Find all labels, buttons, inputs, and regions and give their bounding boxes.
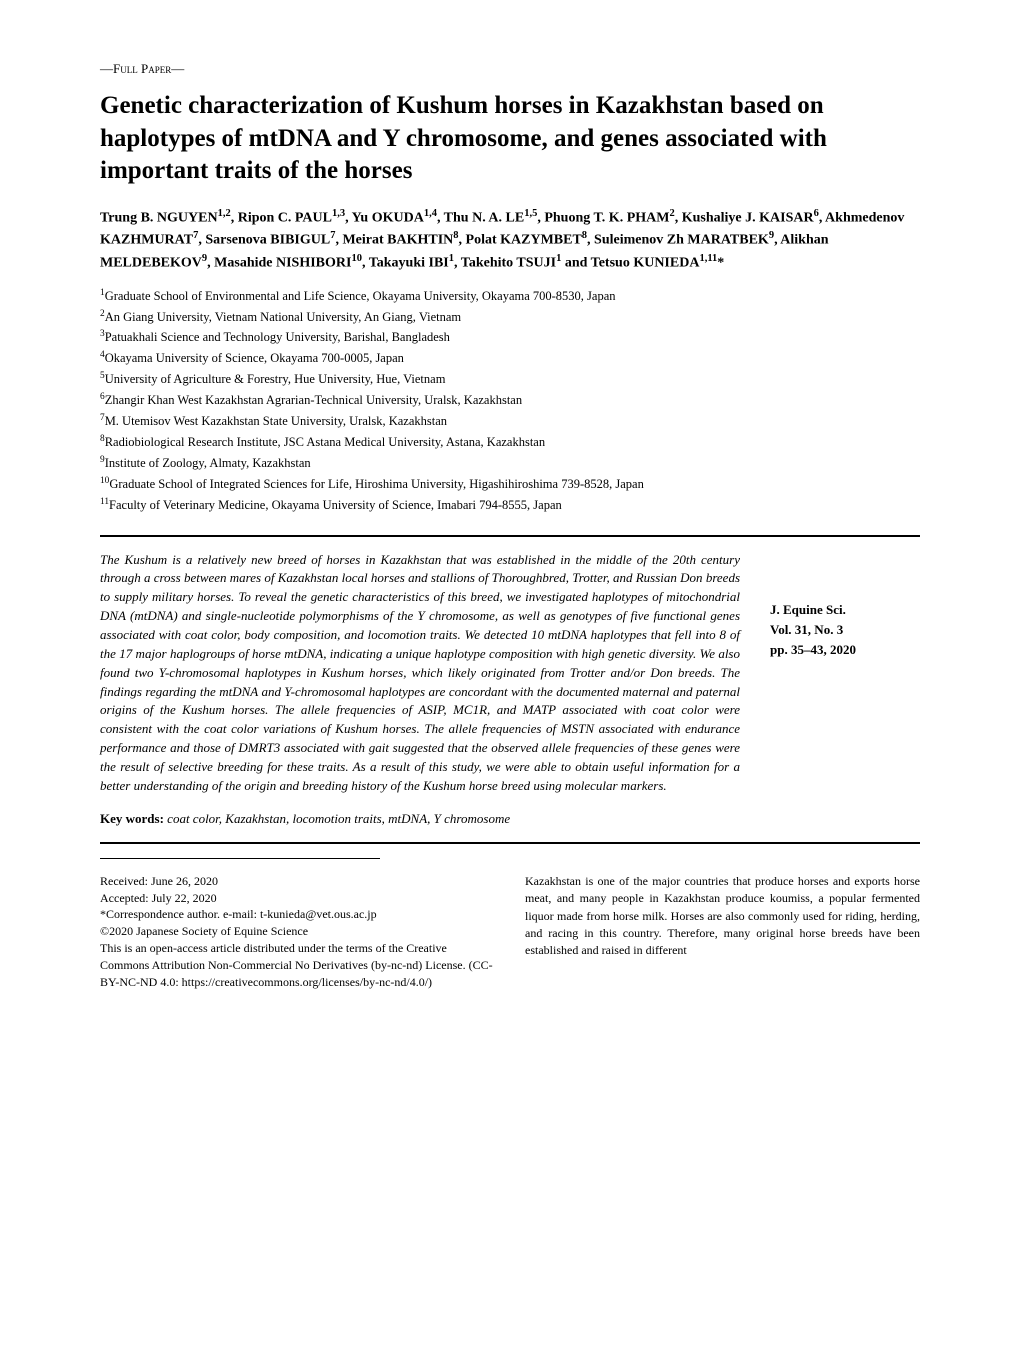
- abstract-text: The Kushum is a relatively new breed of …: [100, 551, 740, 796]
- journal-pages: pp. 35–43, 2020: [770, 641, 920, 659]
- journal-info-box: J. Equine Sci. Vol. 31, No. 3 pp. 35–43,…: [770, 551, 920, 796]
- affiliation-item: 6Zhangir Khan West Kazakhstan Agrarian-T…: [100, 390, 920, 410]
- affiliation-item: 8Radiobiological Research Institute, JSC…: [100, 432, 920, 452]
- footer-metadata: Received: June 26, 2020 Accepted: July 2…: [100, 873, 495, 991]
- author-list: Trung B. NGUYEN1,2, Ripon C. PAUL1,3, Yu…: [100, 206, 920, 274]
- correspondence-line: *Correspondence author. e-mail: t-kunied…: [100, 906, 495, 923]
- divider-top: [100, 535, 920, 537]
- footer-section: Received: June 26, 2020 Accepted: July 2…: [100, 873, 920, 991]
- affiliation-item: 9Institute of Zoology, Almaty, Kazakhsta…: [100, 453, 920, 473]
- keywords-text: coat color, Kazakhstan, locomotion trait…: [167, 811, 510, 826]
- received-date: Received: June 26, 2020: [100, 873, 495, 890]
- affiliation-item: 1Graduate School of Environmental and Li…: [100, 286, 920, 306]
- affiliations-list: 1Graduate School of Environmental and Li…: [100, 286, 920, 515]
- license-text: This is an open-access article distribut…: [100, 940, 495, 990]
- keywords-label: Key words:: [100, 811, 164, 826]
- affiliation-item: 11Faculty of Veterinary Medicine, Okayam…: [100, 495, 920, 515]
- accepted-date: Accepted: July 22, 2020: [100, 890, 495, 907]
- affiliation-item: 10Graduate School of Integrated Sciences…: [100, 474, 920, 494]
- affiliation-item: 7M. Utemisov West Kazakhstan State Unive…: [100, 411, 920, 431]
- abstract-section: The Kushum is a relatively new breed of …: [100, 551, 920, 796]
- affiliation-item: 2An Giang University, Vietnam National U…: [100, 307, 920, 327]
- journal-name: J. Equine Sci.: [770, 601, 920, 619]
- journal-volume: Vol. 31, No. 3: [770, 621, 920, 639]
- intro-paragraph: Kazakhstan is one of the major countries…: [525, 873, 920, 991]
- affiliation-item: 3Patuakhali Science and Technology Unive…: [100, 327, 920, 347]
- keywords-line: Key words: coat color, Kazakhstan, locom…: [100, 810, 920, 828]
- affiliation-item: 4Okayama University of Science, Okayama …: [100, 348, 920, 368]
- affiliation-item: 5University of Agriculture & Forestry, H…: [100, 369, 920, 389]
- footer-divider: [100, 858, 380, 859]
- paper-title: Genetic characterization of Kushum horse…: [100, 90, 920, 188]
- copyright-line: ©2020 Japanese Society of Equine Science: [100, 923, 495, 940]
- paper-type-label: —Full Paper—: [100, 60, 920, 78]
- divider-bottom: [100, 842, 920, 844]
